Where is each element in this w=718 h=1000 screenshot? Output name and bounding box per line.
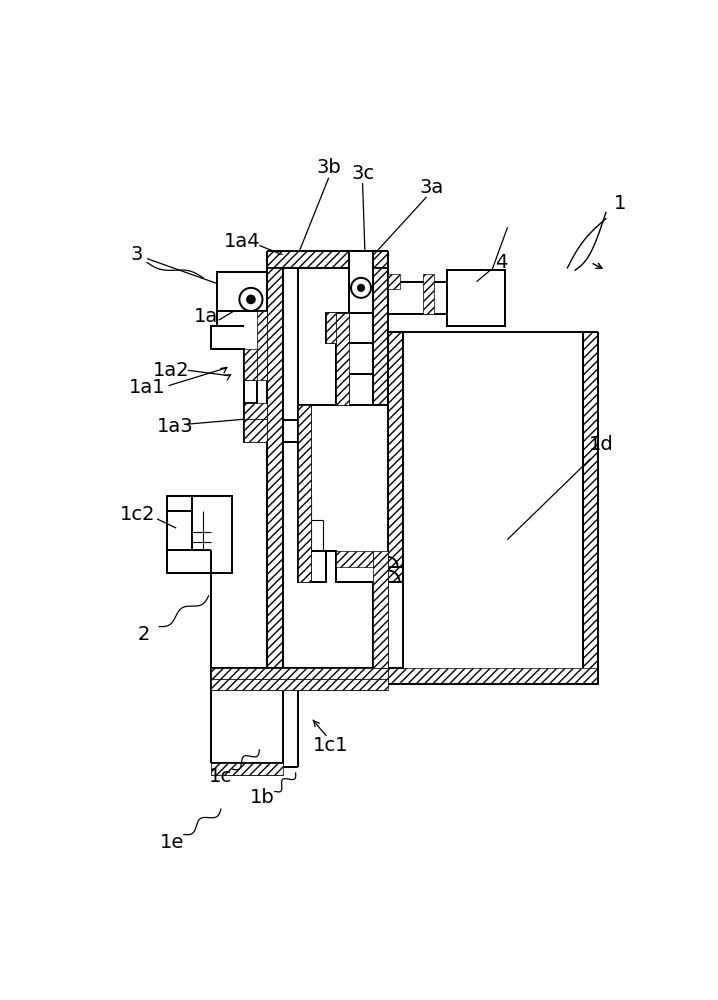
Text: 1a: 1a — [193, 307, 218, 326]
Circle shape — [358, 285, 364, 291]
Bar — [350, 251, 373, 312]
Text: 3b: 3b — [317, 158, 341, 177]
Text: 1a1: 1a1 — [129, 378, 165, 397]
Text: 1b: 1b — [250, 788, 275, 807]
Text: 3c: 3c — [351, 164, 374, 183]
Bar — [257, 311, 267, 380]
Polygon shape — [244, 403, 267, 442]
Bar — [583, 332, 598, 684]
Bar — [217, 272, 267, 311]
Text: 1a2: 1a2 — [152, 361, 189, 380]
Bar — [211, 668, 388, 679]
Circle shape — [239, 288, 263, 311]
Bar — [244, 419, 267, 442]
Text: 1c2: 1c2 — [120, 505, 156, 524]
Bar — [337, 312, 350, 405]
Bar — [244, 419, 267, 442]
Text: 1d: 1d — [589, 435, 614, 454]
Bar — [244, 403, 267, 419]
Polygon shape — [211, 311, 267, 419]
Text: 2: 2 — [138, 625, 150, 644]
Text: 1a4: 1a4 — [224, 232, 261, 251]
Text: 1c1: 1c1 — [312, 736, 348, 755]
Bar — [388, 668, 598, 684]
Text: 3a: 3a — [420, 178, 444, 197]
Bar — [447, 270, 505, 326]
Bar — [327, 312, 337, 343]
Bar — [267, 251, 388, 268]
Bar — [350, 251, 373, 312]
Text: 1e: 1e — [160, 833, 185, 852]
Bar — [388, 274, 399, 289]
Bar — [217, 272, 267, 311]
Bar — [373, 551, 388, 668]
Text: 1: 1 — [614, 194, 626, 213]
Bar — [267, 268, 282, 674]
Text: 4: 4 — [495, 253, 508, 272]
Bar — [423, 274, 434, 314]
Bar — [337, 551, 373, 567]
Bar — [298, 405, 311, 582]
Text: 3: 3 — [130, 245, 142, 264]
Circle shape — [247, 296, 255, 303]
Polygon shape — [298, 405, 404, 668]
Polygon shape — [327, 312, 373, 405]
Bar — [167, 496, 232, 573]
Bar — [373, 268, 388, 582]
Bar — [211, 763, 282, 774]
Text: 1c: 1c — [210, 767, 233, 786]
Bar — [244, 349, 257, 380]
Bar — [211, 679, 388, 690]
Text: 1a3: 1a3 — [157, 417, 193, 436]
Bar — [388, 332, 404, 684]
Circle shape — [351, 278, 371, 298]
